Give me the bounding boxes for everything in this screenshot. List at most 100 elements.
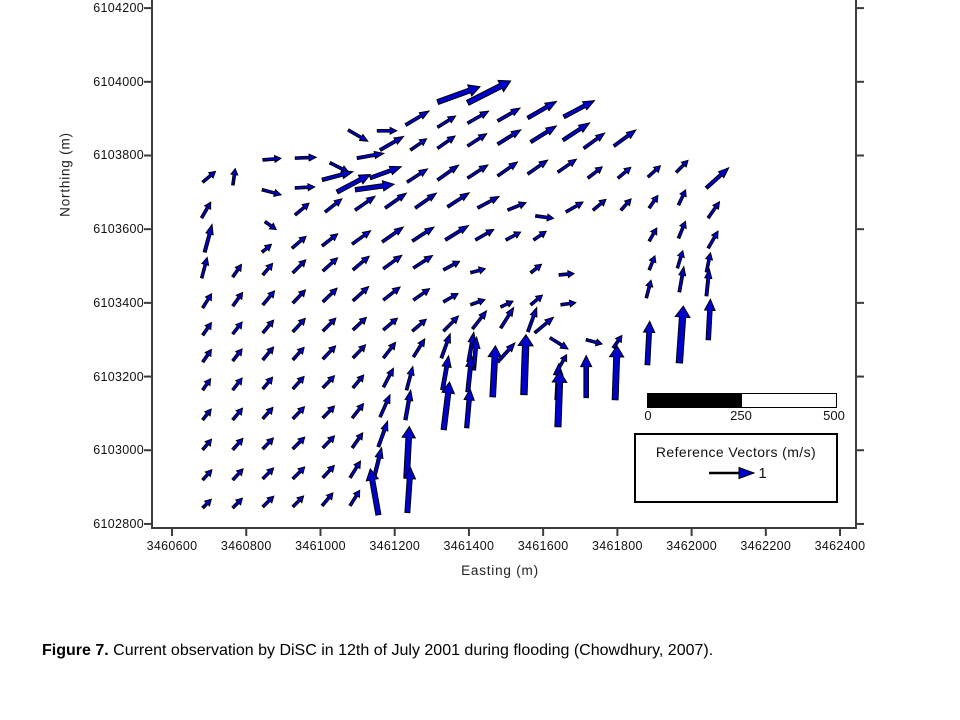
current-vector-arrow	[411, 226, 436, 243]
current-vector-arrow	[201, 377, 212, 392]
current-vector-arrow	[476, 195, 501, 210]
current-vector-arrow	[644, 279, 654, 299]
current-vector-arrow	[496, 341, 516, 364]
current-vector-arrow	[647, 194, 659, 210]
current-vector-arrow	[442, 260, 461, 272]
current-vector-arrow	[463, 387, 475, 429]
current-vector-arrow	[348, 489, 361, 507]
scale-bar-label-250: 250	[730, 408, 752, 423]
y-tick-label: 6103000	[93, 443, 144, 458]
current-vector-arrow	[517, 333, 535, 396]
current-vector-arrow	[403, 388, 414, 421]
current-vector-arrow	[378, 135, 405, 152]
current-vector-arrow	[368, 165, 403, 181]
x-tick-label: 3461800	[591, 539, 643, 553]
x-tick-label: 3460800	[220, 539, 272, 553]
current-vector-arrow	[677, 265, 687, 293]
y-tick-label: 6103400	[93, 295, 144, 310]
current-vector-arrow	[442, 315, 460, 333]
current-vector-arrow	[376, 419, 389, 448]
y-tick-label: 6104000	[93, 74, 144, 89]
current-vector-arrow	[556, 158, 578, 174]
current-vector-arrow	[231, 468, 244, 482]
x-tick-label: 3462200	[740, 539, 792, 553]
current-vector-arrow	[291, 405, 306, 421]
reference-arrow-icon	[709, 466, 756, 480]
current-vector-arrow	[351, 255, 371, 272]
current-vector-arrow	[291, 436, 306, 451]
current-vector-arrow	[496, 107, 522, 123]
current-vector-arrow	[410, 318, 428, 333]
current-vector-arrow	[469, 266, 487, 275]
y-tick-label: 6103200	[93, 369, 144, 384]
current-vector-arrow	[647, 227, 658, 243]
current-vector-arrow	[499, 306, 515, 330]
current-vector-arrow	[642, 320, 656, 366]
current-vector-arrow	[382, 254, 403, 271]
current-vector-arrow	[706, 230, 719, 250]
current-vector-arrow	[323, 198, 343, 214]
current-vector-arrow	[611, 334, 623, 350]
current-vector-arrow	[466, 164, 489, 180]
current-vector-arrow	[354, 180, 396, 193]
current-vector-arrow	[321, 169, 355, 183]
current-vector-arrow	[201, 468, 213, 482]
current-vector-arrow	[347, 128, 369, 142]
figure-caption: Figure 7. Current observation by DiSC in…	[42, 642, 942, 660]
current-vector-arrow	[564, 201, 584, 214]
current-vector-arrow	[291, 289, 307, 305]
current-vector-arrow	[294, 183, 316, 192]
x-tick-label: 3461200	[369, 539, 421, 553]
y-tick-label: 6103800	[93, 148, 144, 163]
current-vector-arrow	[548, 336, 569, 350]
current-vector-arrow	[440, 380, 456, 431]
current-vector-arrow	[231, 377, 243, 392]
current-vector-arrow	[674, 159, 689, 174]
figure-caption-label: Figure 7.	[42, 642, 109, 659]
current-vector-arrow	[585, 337, 604, 347]
current-vector-arrow	[320, 233, 339, 248]
current-vector-arrow	[351, 316, 368, 332]
current-vector-arrow	[586, 166, 604, 180]
current-vector-arrow	[290, 235, 307, 250]
current-vector-arrow	[647, 254, 657, 271]
current-vector-arrow	[365, 467, 382, 516]
current-vector-arrow	[381, 367, 394, 389]
current-vector-arrow	[405, 168, 429, 184]
x-tick-label: 3460600	[146, 539, 198, 553]
current-vector-arrow	[230, 167, 239, 186]
current-vector-arrow	[487, 344, 503, 398]
current-vector-arrow	[534, 213, 555, 222]
current-vector-arrow	[261, 262, 274, 277]
current-vector-arrow	[320, 492, 334, 508]
current-vector-arrow	[404, 365, 415, 391]
current-vector-arrow	[350, 402, 365, 420]
current-vector-arrow	[291, 495, 305, 509]
current-vector-arrow	[199, 256, 210, 279]
current-vector-arrow	[436, 164, 460, 182]
current-vector-arrow	[403, 466, 417, 514]
y-tick-label: 6102800	[93, 516, 144, 531]
current-vector-arrow	[201, 292, 213, 310]
current-vector-arrow	[381, 317, 399, 332]
current-vector-arrow	[261, 406, 274, 421]
current-vector-arrow	[436, 115, 457, 129]
current-vector-arrow	[291, 375, 305, 391]
current-vector-arrow	[703, 298, 716, 341]
x-tick-label: 3461400	[443, 539, 495, 553]
current-vector-arrow	[293, 202, 310, 217]
current-vector-arrow	[321, 435, 336, 450]
current-vector-arrow	[526, 159, 549, 176]
current-vector-arrow	[201, 498, 213, 510]
current-vector-arrow	[674, 305, 691, 364]
current-vector-arrow	[381, 226, 405, 244]
current-vector-arrow	[231, 407, 244, 422]
current-vector-arrow	[261, 376, 274, 391]
current-vector-arrow	[551, 370, 568, 428]
x-axis-title: Easting (m)	[461, 563, 539, 578]
current-vector-arrow	[351, 344, 367, 360]
current-vector-arrow	[231, 348, 243, 363]
current-vector-arrow	[446, 192, 471, 209]
current-vector-arrow	[261, 187, 283, 198]
